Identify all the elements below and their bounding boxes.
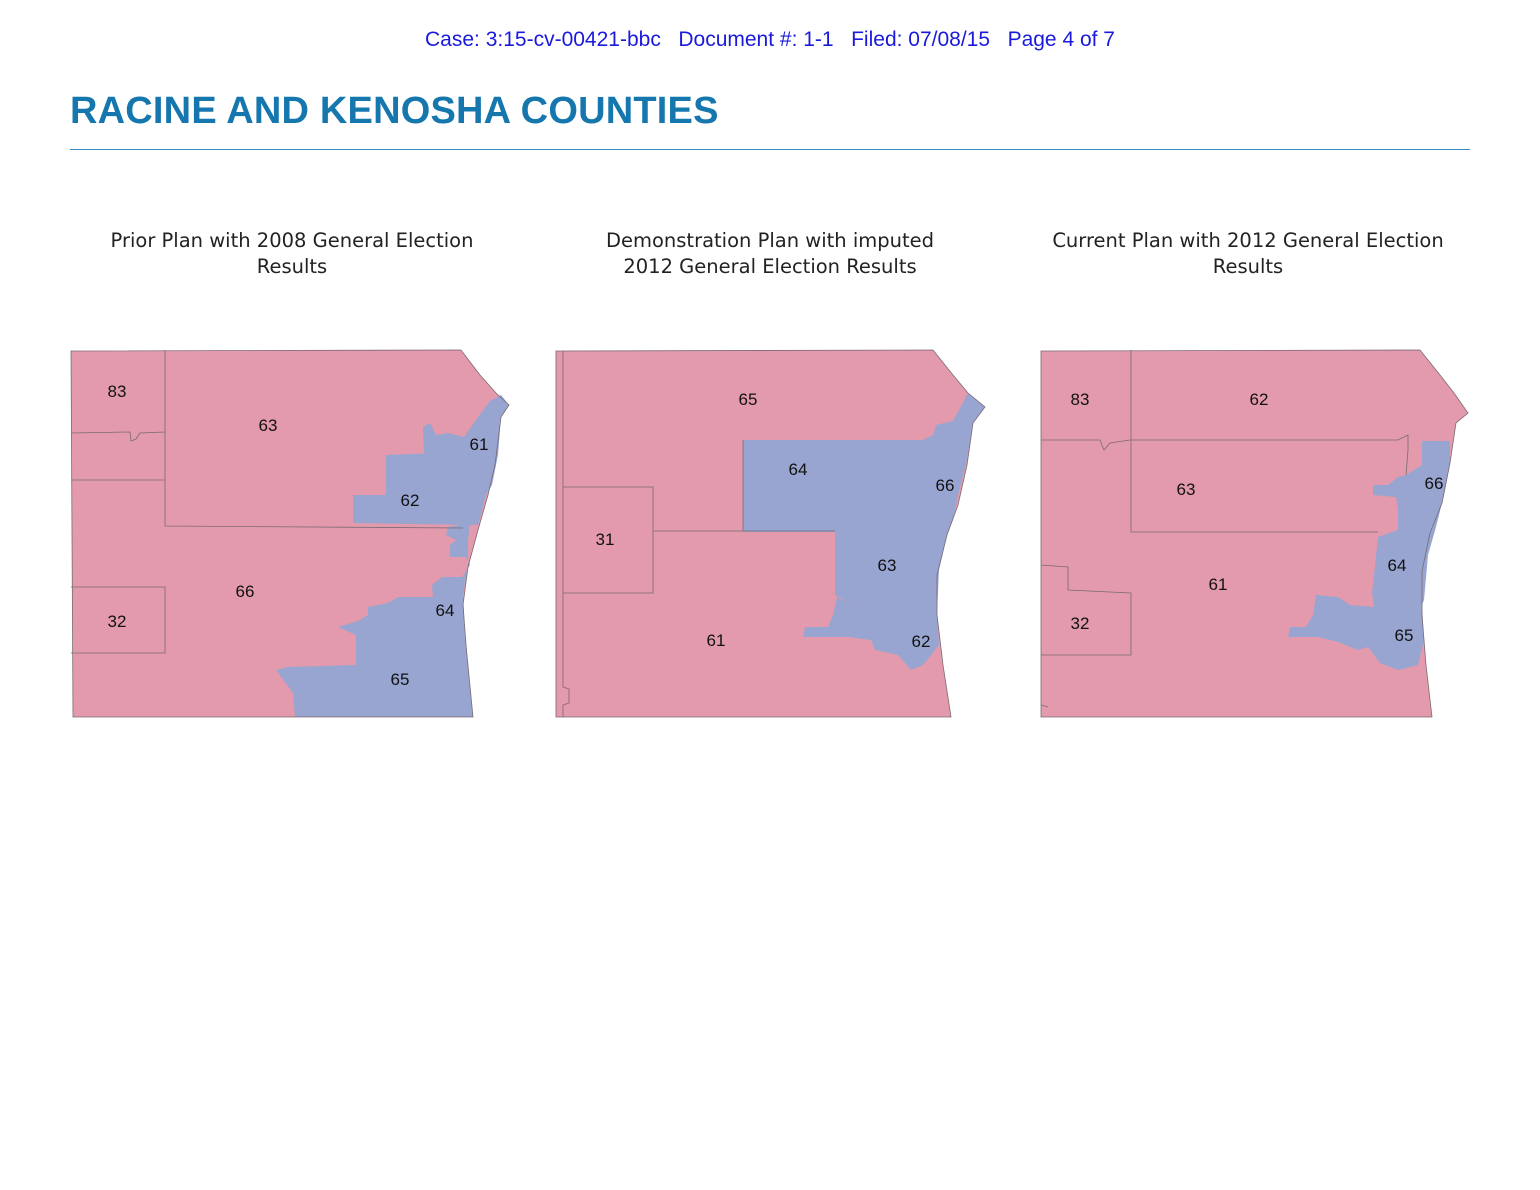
- district-64-area: [1372, 495, 1444, 607]
- panel-2-title-line-1: Demonstration Plan with imputed: [605, 229, 935, 252]
- district-label: 62: [401, 491, 420, 510]
- document-number: Document #: 1-1: [678, 28, 834, 51]
- page-title: RACINE AND KENOSHA COUNTIES: [70, 90, 719, 132]
- district-61-area: [423, 395, 509, 495]
- district-label: 66: [1425, 474, 1444, 493]
- district-label: 62: [912, 632, 931, 651]
- page-number: Page 4 of 7: [1007, 28, 1115, 51]
- district-label: 32: [1071, 614, 1090, 633]
- case-number: Case: 3:15-cv-00421-bbc: [425, 28, 661, 51]
- district-label: 83: [108, 382, 127, 401]
- district-label: 62: [1250, 390, 1269, 409]
- district-62-area: [803, 597, 939, 670]
- filed-date: Filed: 07/08/15: [851, 28, 991, 51]
- panel-1-title-line-2: Results: [256, 255, 328, 278]
- district-65-area: [1288, 595, 1424, 670]
- district-label: 64: [1388, 556, 1407, 575]
- district-label: 83: [1071, 390, 1090, 409]
- case-header: Case: 3:15-cv-00421-bbc Document #: 1-1 …: [0, 28, 1540, 52]
- district-borders: [555, 349, 986, 718]
- panel-2-title-line-2: 2012 General Election Results: [623, 255, 917, 278]
- current-plan-map: 83 62 63 66 64 61 32 65: [1040, 349, 1469, 718]
- district-label: 65: [391, 670, 410, 689]
- district-label: 63: [1177, 480, 1196, 499]
- district-label: 63: [878, 556, 897, 575]
- district-label: 61: [470, 435, 489, 454]
- district-label: 32: [108, 612, 127, 631]
- district-65-area: [276, 615, 473, 717]
- district-label: 65: [1395, 626, 1414, 645]
- district-64-area: [368, 523, 470, 630]
- district-66-area: [1373, 441, 1450, 500]
- district-64-area: [743, 393, 985, 532]
- district-label: 66: [236, 582, 255, 601]
- district-label: 65: [739, 390, 758, 409]
- district-label: 64: [436, 601, 455, 620]
- prior-plan-map: 83 63 61 62 66 64 32 65: [70, 349, 510, 718]
- district-label: 31: [596, 530, 615, 549]
- district-label: 63: [259, 416, 278, 435]
- panel-1-title-line-1: Prior Plan with 2008 General Election: [110, 229, 474, 252]
- district-borders: [70, 349, 510, 718]
- panel-1-title: Prior Plan with 2008 General Election Re…: [72, 228, 512, 280]
- district-label: 61: [1209, 575, 1228, 594]
- title-divider: [70, 149, 1470, 150]
- district-borders: [1040, 349, 1469, 718]
- district-63-area: [835, 475, 953, 620]
- district-62-area: [353, 453, 486, 525]
- panel-2-title: Demonstration Plan with imputed 2012 Gen…: [550, 228, 990, 280]
- demonstration-plan-map: 65 64 66 31 63 61 62: [555, 349, 986, 718]
- district-label: 61: [707, 631, 726, 650]
- panel-3-title-line-1: Current Plan with 2012 General Election: [1052, 229, 1444, 252]
- panel-3-title-line-2: Results: [1212, 255, 1284, 278]
- district-label: 66: [936, 476, 955, 495]
- panel-3-title: Current Plan with 2012 General Election …: [1028, 228, 1468, 280]
- district-label: 64: [789, 460, 808, 479]
